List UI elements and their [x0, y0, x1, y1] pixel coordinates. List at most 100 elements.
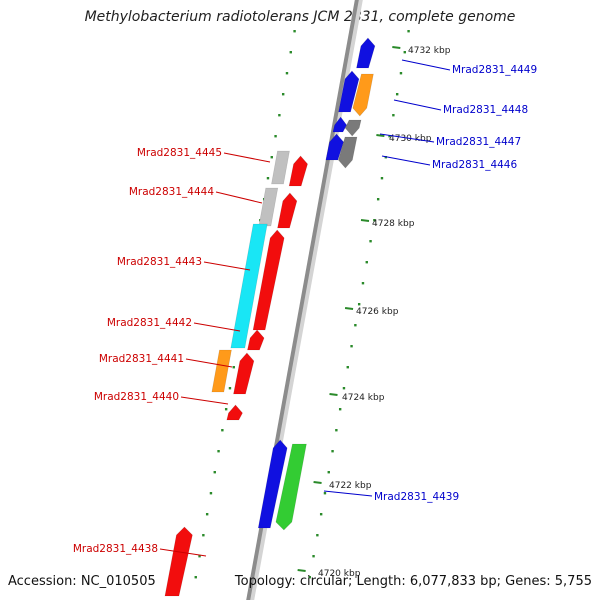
- tick-mark: [329, 393, 338, 396]
- accession-text: Accession: NC_010505: [8, 574, 156, 589]
- dot-left: [293, 30, 296, 33]
- dot-right: [308, 576, 311, 579]
- dot-left: [228, 387, 232, 390]
- leader-line: [381, 155, 431, 166]
- dot-left: [202, 534, 205, 537]
- dot-right: [395, 93, 399, 96]
- tick-mark: [392, 46, 401, 49]
- leader-line: [223, 152, 271, 163]
- tick-label-4722: 4722 kbp: [329, 481, 372, 491]
- dot-left: [209, 492, 213, 495]
- gene-4438: [164, 526, 193, 597]
- leader-line: [323, 490, 373, 497]
- tick-label-4724: 4724 kbp: [342, 393, 385, 403]
- leader-line: [215, 191, 263, 204]
- topology-summary: Topology: circular; Length: 6,077,833 bp…: [234, 574, 592, 589]
- gene-labels[interactable]: Mrad2831_4449 Mrad2831_4448 Mrad2831_444…: [73, 64, 537, 555]
- dot-right: [361, 282, 365, 285]
- gene-label-4448[interactable]: Mrad2831_4448: [443, 104, 528, 116]
- dot-right: [388, 135, 391, 138]
- dot-left: [232, 366, 235, 369]
- gene-4440: [226, 404, 243, 421]
- tick-label-4726: 4726 kbp: [356, 307, 399, 317]
- gene-4441b: [233, 352, 255, 395]
- dot-right: [380, 177, 384, 180]
- dot-right: [373, 219, 376, 222]
- gene-4446: [338, 136, 358, 169]
- tick-mark: [313, 481, 322, 484]
- leader-line: [193, 322, 241, 332]
- dot-left: [198, 555, 201, 558]
- dot-left: [274, 135, 277, 138]
- gene-4439a: [257, 439, 288, 529]
- map-title: Methylobacterium radiotolerans JCM 2831,…: [84, 9, 516, 25]
- gene-label-4444[interactable]: Mrad2831_4444: [129, 186, 214, 198]
- tick-mark: [376, 134, 385, 137]
- dot-left: [224, 408, 228, 411]
- leader-line: [203, 261, 251, 271]
- dot-right: [338, 408, 342, 411]
- dot-left: [266, 177, 270, 180]
- gene-label-4439[interactable]: Mrad2831_4439: [374, 491, 459, 503]
- leader-line: [379, 133, 435, 143]
- dot-right: [376, 198, 380, 201]
- dot-left: [289, 51, 292, 54]
- dot-left: [285, 72, 289, 75]
- gene-features: [164, 37, 376, 597]
- leader-line: [393, 99, 442, 111]
- dot-right: [342, 387, 346, 390]
- gene-label-4445[interactable]: Mrad2831_4445: [137, 147, 222, 159]
- dot-right: [346, 366, 349, 369]
- dot-right: [316, 534, 319, 537]
- dot-left: [205, 513, 209, 516]
- gene-label-4442[interactable]: Mrad2831_4442: [107, 317, 192, 329]
- dot-right: [354, 324, 357, 327]
- gene-4444b: [277, 192, 298, 229]
- leader-line: [185, 358, 233, 368]
- dot-left: [270, 156, 273, 159]
- leader-line: [401, 59, 451, 71]
- gene-4443: [230, 223, 268, 349]
- dot-right: [392, 114, 395, 117]
- tick-label-4728: 4728 kbp: [372, 219, 415, 229]
- gene-label-4441[interactable]: Mrad2831_4441: [99, 353, 184, 365]
- dot-right: [327, 471, 330, 474]
- gene-4445b: [288, 155, 308, 187]
- gene-label-4438[interactable]: Mrad2831_4438: [73, 543, 158, 555]
- gene-4448: [352, 73, 374, 117]
- dot-right: [335, 429, 338, 432]
- gene-label-4440[interactable]: Mrad2831_4440: [94, 391, 179, 403]
- dot-left: [281, 93, 285, 96]
- gene-4447: [344, 119, 362, 137]
- gene-4445: [271, 150, 290, 185]
- gene-label-4449[interactable]: Mrad2831_4449: [452, 64, 537, 76]
- gene-label-4446[interactable]: Mrad2831_4446: [432, 159, 517, 171]
- tick-mark: [360, 219, 370, 222]
- gene-4449b: [338, 70, 360, 113]
- dot-right: [357, 303, 361, 306]
- tick-mark: [297, 569, 306, 572]
- gene-4444: [258, 187, 279, 227]
- tick-label-4720: 4720 kbp: [318, 569, 361, 579]
- dot-right: [312, 555, 315, 558]
- dot-right: [331, 450, 334, 453]
- dot-left: [213, 471, 216, 474]
- gene-4449: [356, 37, 376, 69]
- gene-4443b: [252, 229, 285, 331]
- dot-right: [399, 72, 403, 75]
- gene-label-4447[interactable]: Mrad2831_4447: [436, 136, 521, 148]
- gene-4442b: [247, 329, 265, 351]
- gene-4441: [211, 349, 232, 393]
- dot-right: [365, 261, 368, 264]
- gene-label-4443[interactable]: Mrad2831_4443: [117, 256, 202, 268]
- dot-right: [319, 513, 323, 516]
- dot-right: [407, 30, 410, 33]
- dot-right: [350, 345, 353, 348]
- dot-left: [278, 114, 281, 117]
- dot-left: [221, 429, 224, 432]
- dot-right: [403, 51, 406, 54]
- tick-label-4732: 4732 kbp: [408, 46, 451, 56]
- dot-right: [369, 240, 372, 243]
